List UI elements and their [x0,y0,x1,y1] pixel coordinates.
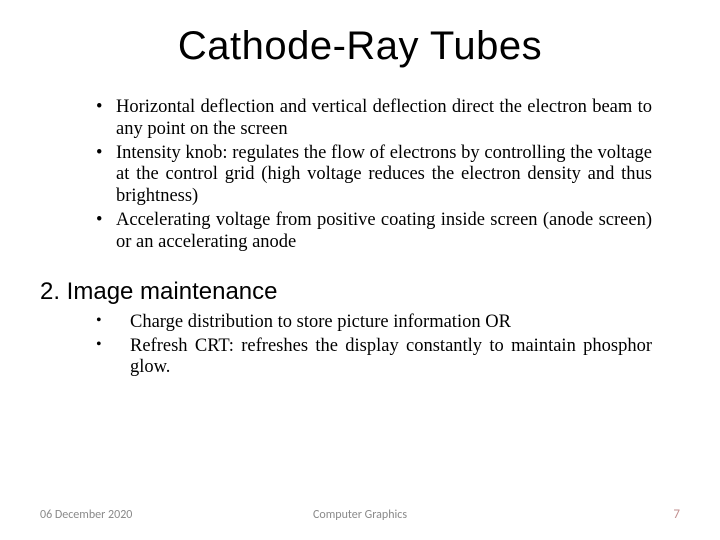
footer: 06 December 2020 Computer Graphics 7 [0,507,720,522]
bullet-list-1: Horizontal deflection and vertical defle… [96,97,652,254]
page-number: 7 [673,507,680,522]
bullet-list-2: Charge distribution to store picture inf… [96,312,652,379]
section-heading: 2. Image maintenance [40,278,660,306]
list-item: Refresh CRT: refreshes the display const… [96,336,652,380]
slide: Cathode-Ray Tubes Horizontal deflection … [0,0,720,540]
footer-date: 06 December 2020 [40,508,132,522]
list-item: Horizontal deflection and vertical defle… [96,97,652,141]
list-item: Intensity knob: regulates the flow of el… [96,143,652,208]
list-item: Charge distribution to store picture inf… [96,312,652,334]
list-item: Accelerating voltage from positive coati… [96,210,652,254]
slide-title: Cathode-Ray Tubes [60,24,660,69]
footer-center: Computer Graphics [313,508,407,522]
